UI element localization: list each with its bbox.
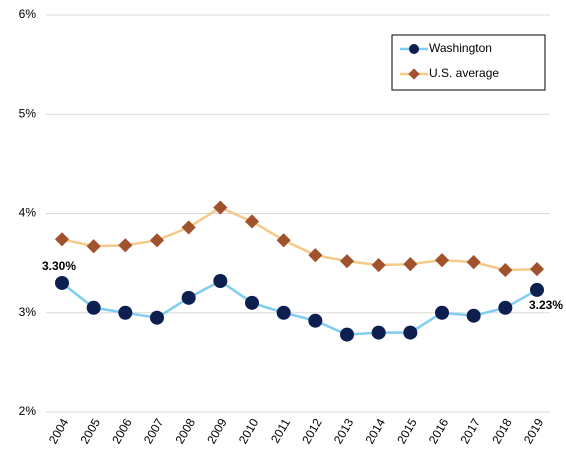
marker <box>118 305 133 320</box>
x-tick-label: 2004 <box>46 416 72 446</box>
x-tick-label: 2006 <box>109 416 135 446</box>
marker <box>181 290 196 305</box>
y-tick-label: 4% <box>19 206 37 220</box>
marker <box>435 305 449 320</box>
x-tick-label: 2005 <box>78 416 104 446</box>
series-line <box>61 206 538 272</box>
marker <box>86 300 101 315</box>
x-tick-label: 2008 <box>173 416 199 446</box>
marker <box>403 325 418 340</box>
marker <box>149 233 165 248</box>
x-tick-label: 2018 <box>489 416 515 446</box>
series-line <box>61 279 538 336</box>
marker <box>529 262 545 277</box>
marker <box>213 200 228 215</box>
legend-label: U.S. average <box>429 66 499 80</box>
x-tick-label: 2010 <box>236 416 262 446</box>
x-tick-label: 2013 <box>331 416 357 446</box>
marker <box>118 238 133 253</box>
marker <box>339 254 355 269</box>
legend-box <box>391 34 546 91</box>
y-tick-label: 3% <box>19 305 37 319</box>
marker <box>308 313 323 328</box>
marker <box>150 310 164 325</box>
x-tick-label: 2017 <box>458 416 484 446</box>
marker <box>276 233 291 248</box>
marker <box>466 308 481 323</box>
marker <box>86 239 101 254</box>
marker <box>244 214 260 229</box>
data-label: 3.23% <box>529 298 563 312</box>
data-label: 3.30% <box>42 259 76 273</box>
marker <box>308 248 323 263</box>
marker <box>181 220 196 235</box>
legend-marker <box>409 44 419 54</box>
legend-label: Washington <box>429 41 492 55</box>
marker <box>340 327 354 342</box>
marker <box>371 258 386 273</box>
y-tick-label: 5% <box>19 106 37 120</box>
marker <box>55 275 69 290</box>
x-tick-label: 2014 <box>363 416 389 446</box>
marker <box>530 282 544 297</box>
y-tick-label: 6% <box>19 7 37 21</box>
marker <box>276 305 291 320</box>
x-tick-label: 2012 <box>299 416 325 446</box>
marker <box>466 255 481 270</box>
marker <box>213 273 228 288</box>
marker <box>245 295 259 310</box>
marker <box>371 325 386 340</box>
x-tick-label: 2016 <box>426 416 452 446</box>
x-tick-label: 2011 <box>268 416 293 446</box>
marker <box>54 232 70 247</box>
x-tick-label: 2015 <box>394 416 420 446</box>
marker <box>403 257 418 272</box>
y-tick-label: 2% <box>19 404 37 418</box>
x-tick-label: 2007 <box>141 416 167 446</box>
marker <box>498 300 513 315</box>
marker <box>498 263 513 278</box>
marker <box>434 253 450 268</box>
x-tick-label: 2009 <box>204 416 230 446</box>
x-tick-label: 2019 <box>521 416 547 446</box>
